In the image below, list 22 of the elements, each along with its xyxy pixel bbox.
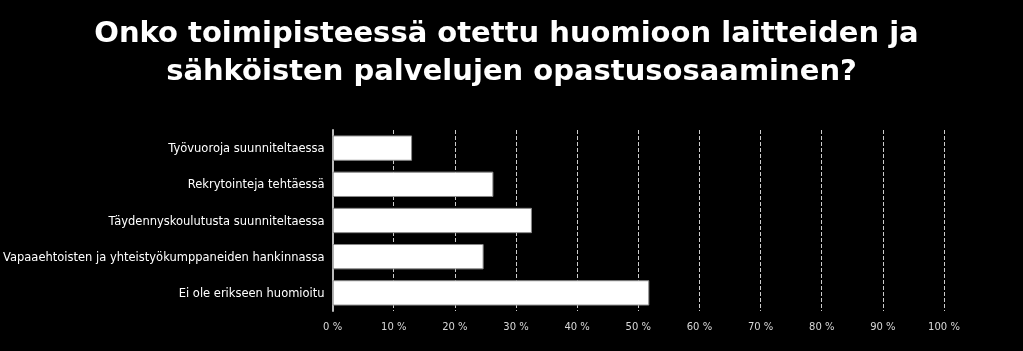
y-tick-label: Rekrytointeja tehtäessä	[187, 177, 325, 192]
bar	[332, 207, 532, 234]
x-tick-label: 60 %	[686, 320, 713, 332]
x-tick-label: 70 %	[747, 320, 774, 332]
x-tick-label: 100 %	[928, 320, 960, 332]
bar	[332, 244, 484, 270]
bar	[332, 135, 413, 161]
chart-title: Onko toimipisteessä otettu huomioon laitteiden ja sähköisten palvelujen opastusosaaminen?	[94, 15, 929, 87]
x-tick-label: 0 %	[323, 320, 343, 332]
x-tick-label: 20 %	[442, 320, 468, 332]
x-tick-label: 40 %	[564, 320, 590, 332]
x-tick-label: 30 %	[503, 320, 529, 332]
x-tick-label: 10 %	[381, 320, 407, 332]
y-tick-label: Täydennyskoulutusta suunniteltaessa	[107, 213, 325, 228]
y-tick-label: Vapaaehtoisten ja yhteistyökumppaneiden hankinnassa	[3, 249, 325, 264]
y-tick-label: Työvuoroja suunniteltaessa	[167, 141, 325, 156]
x-tick-label: 80 %	[809, 320, 835, 332]
bar	[332, 171, 494, 197]
x-tick-label: 50 %	[625, 320, 652, 332]
x-tick-label: 90 %	[870, 320, 896, 332]
y-tick-label: Ei ole erikseen huomioitu	[178, 285, 325, 300]
bar	[332, 280, 650, 306]
